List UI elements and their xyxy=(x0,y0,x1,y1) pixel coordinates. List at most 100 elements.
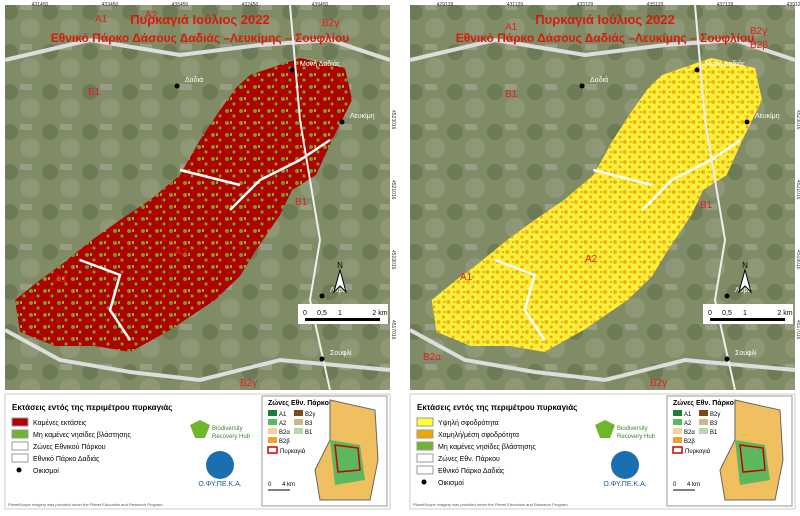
settlement xyxy=(319,293,325,299)
coord-label: 4523016 xyxy=(390,110,396,130)
inset-swatch xyxy=(699,419,708,425)
zone-label: B2γ xyxy=(650,378,667,389)
credit: PlanetScope imagery was provided under t… xyxy=(413,502,568,507)
coord-label: 435129 xyxy=(647,2,664,8)
inset-label: A1 xyxy=(279,412,287,418)
fire-pattern xyxy=(15,58,352,352)
zone-label: B2γ xyxy=(322,18,339,29)
coord-label: 433129 xyxy=(577,2,594,8)
legend-swatch xyxy=(11,441,29,451)
scale-label: 1 xyxy=(338,310,342,317)
legend-label: Εθνικό Πάρκο Δαδιάς xyxy=(438,467,505,475)
coord-label: 429129 xyxy=(437,2,454,8)
coord-label: 431129 xyxy=(507,2,524,8)
inset-fire xyxy=(334,444,361,473)
north-label: N xyxy=(337,261,343,270)
logo-text: Biodiversity xyxy=(212,426,243,432)
fire-area xyxy=(431,58,762,352)
inset-zone xyxy=(330,440,365,485)
legend-swatch xyxy=(416,429,434,439)
road xyxy=(289,4,331,391)
zone-label: A1 xyxy=(460,272,473,283)
north-arrow xyxy=(738,268,752,294)
inset-label: B2β xyxy=(279,439,290,445)
zone-label: A1 xyxy=(55,274,68,285)
zone-label: A2 xyxy=(175,247,188,258)
map-title: Πυρκαγιά Ιούλιος 2022 xyxy=(130,12,269,27)
legend-swatch xyxy=(16,467,22,473)
settlement xyxy=(174,83,180,89)
credit: PlanetScope imagery was provided under t… xyxy=(8,502,163,507)
zone-label: A2 xyxy=(585,254,598,265)
place-label: Δαδιά xyxy=(590,76,608,84)
coord-label: 4517016 xyxy=(795,320,800,340)
inset-swatch xyxy=(673,428,682,434)
legend-label: Ζώνες Εθν. Πάρκου xyxy=(438,455,500,463)
coord-label: 433450 xyxy=(102,2,119,8)
zone-label: B1 xyxy=(88,87,101,98)
north-label: N xyxy=(742,261,748,270)
legend-label: Καμένες εκτάσεις xyxy=(33,419,87,427)
scale-label: 2 km xyxy=(777,310,792,317)
inset-label: Πυρκαγιά xyxy=(280,448,306,455)
legend-swatch xyxy=(11,429,29,439)
inset-swatch xyxy=(294,428,303,434)
inset-swatch xyxy=(268,410,277,416)
logo-text: Recovery Hub xyxy=(617,434,656,440)
legend-label: Μη καμένες νησίδες βλάστησης xyxy=(33,431,131,439)
zone-label: B1 xyxy=(700,200,713,211)
settlement xyxy=(339,119,345,125)
logo-ofypeka xyxy=(206,451,234,479)
fire-pattern xyxy=(431,58,762,352)
scale-bar xyxy=(305,318,380,321)
logo-ofypeka xyxy=(611,451,639,479)
zone-label: B1 xyxy=(295,197,308,208)
inset-zone xyxy=(735,440,770,485)
zone-label: A1 xyxy=(505,22,518,33)
scale-label: 0,5 xyxy=(722,310,732,317)
inset-label: B2α xyxy=(684,430,695,436)
inset-swatch xyxy=(673,410,682,416)
logo-hub xyxy=(595,420,615,438)
road xyxy=(694,4,736,391)
logo-text: Recovery Hub xyxy=(212,434,251,440)
coord-label: 431450 xyxy=(32,2,49,8)
inset-title: Ζώνες Εθν. Πάρκου xyxy=(673,400,738,407)
place-label: Λευκίμη xyxy=(755,112,780,120)
coord-label: 4519016 xyxy=(390,250,396,270)
logo-text: Biodiversity xyxy=(617,426,648,432)
inset-swatch xyxy=(268,419,277,425)
legend-label: Εθνικό Πάρκο Δαδιάς xyxy=(33,455,100,463)
north-arrow xyxy=(333,268,347,294)
coord-label: 4521016 xyxy=(795,180,800,200)
legend-swatch xyxy=(11,417,29,427)
scale-label: 2 km xyxy=(372,310,387,317)
legend-swatch xyxy=(416,453,434,463)
zone-label: B2γ xyxy=(750,26,767,37)
inset-label: A2 xyxy=(684,421,692,427)
inset-swatch xyxy=(268,428,277,434)
inset-swatch xyxy=(294,410,303,416)
legend-label: Οικισμοί xyxy=(438,479,464,487)
place-label: Σουφλί xyxy=(330,349,352,357)
park-boundary xyxy=(4,37,391,383)
settlement xyxy=(289,67,295,73)
inset-label: B2γ xyxy=(710,412,720,418)
panel: 431450 433450 435450 437450 439450 4523016 452… xyxy=(4,2,396,510)
place-label: Λύρα xyxy=(330,286,347,294)
inset-label: B1 xyxy=(305,430,313,436)
inset-label: B1 xyxy=(710,430,718,436)
park-boundary xyxy=(409,37,796,383)
legend-label: Υψηλή σφοδρότητα xyxy=(438,419,499,427)
legend-swatch xyxy=(421,479,427,485)
settlement xyxy=(319,356,325,362)
coord-label: 4521016 xyxy=(390,180,396,200)
inset-label: B2β xyxy=(684,439,695,445)
inset-label: B2α xyxy=(279,430,290,436)
coord-label: 437129 xyxy=(717,2,734,8)
coord-label: 4519016 xyxy=(795,250,800,270)
coord-label: 435450 xyxy=(172,2,189,8)
coord-label: 439129 xyxy=(787,2,800,8)
